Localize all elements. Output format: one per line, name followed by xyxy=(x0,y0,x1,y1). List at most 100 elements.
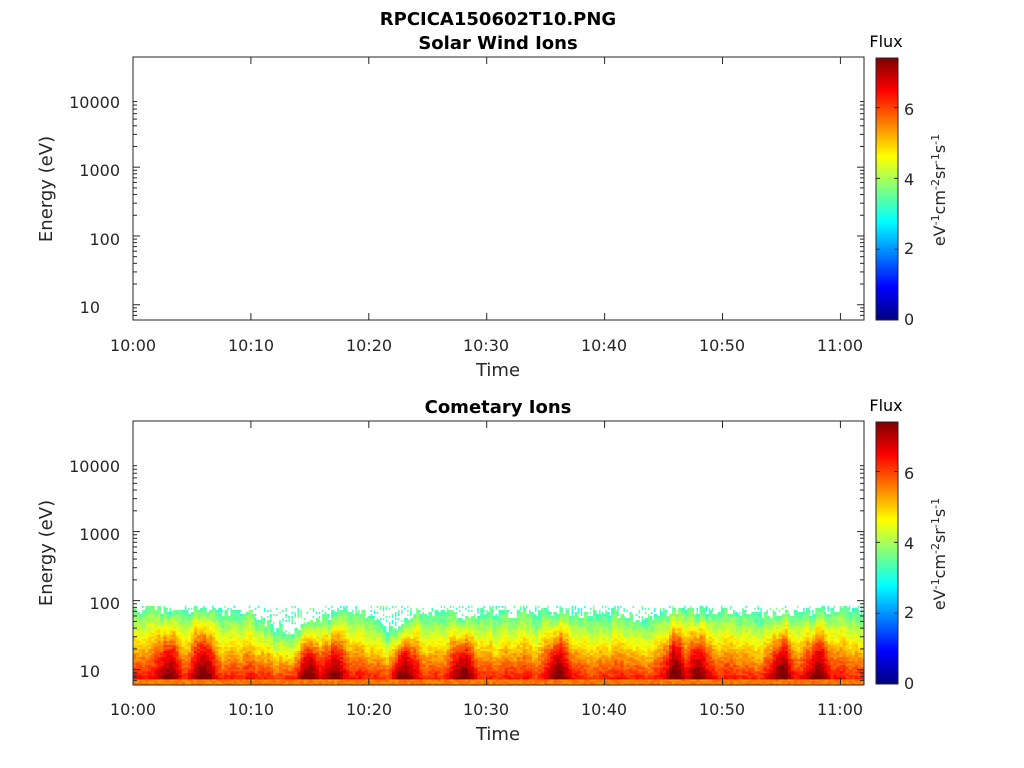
heatmap-cell xyxy=(522,630,527,633)
heatmap-cell xyxy=(544,666,548,670)
heatmap-cell xyxy=(245,622,250,625)
heatmap-cell xyxy=(407,674,411,678)
heatmap-cell xyxy=(230,615,235,619)
heatmap-cell xyxy=(133,628,137,631)
panel1-cbtick-2: 2 xyxy=(904,239,914,258)
heatmap-cell xyxy=(187,642,192,645)
heatmap-cell xyxy=(334,656,338,660)
heatmap-cell xyxy=(361,658,366,662)
heatmap-cell xyxy=(166,664,171,668)
heatmap-cell xyxy=(221,670,225,674)
heatmap-cell xyxy=(169,620,174,623)
heatmap-cell xyxy=(315,644,320,647)
heatmap-cell xyxy=(318,670,323,674)
heatmap-cell xyxy=(148,636,152,639)
heatmap-cell xyxy=(163,674,168,678)
heatmap-cell xyxy=(401,634,405,637)
heatmap-cell xyxy=(212,666,216,670)
heatmap-cell xyxy=(309,620,314,623)
heatmap-cell xyxy=(468,654,472,658)
heatmap-cell xyxy=(468,666,472,670)
heatmap-cell xyxy=(428,626,433,629)
heatmap-cell xyxy=(407,605,409,608)
heatmap-cell xyxy=(139,624,143,627)
heatmap-cell xyxy=(504,642,509,645)
heatmap-cell xyxy=(285,615,287,619)
heatmap-cell xyxy=(477,622,481,625)
heatmap-cell xyxy=(190,680,195,684)
heatmap-cell xyxy=(136,660,140,664)
heatmap-cell xyxy=(282,650,286,654)
heatmap-cell xyxy=(187,664,192,668)
heatmap-cell xyxy=(367,638,372,641)
heatmap-cell xyxy=(209,682,213,685)
heatmap-cell xyxy=(544,678,548,682)
heatmap-cell xyxy=(489,648,494,651)
heatmap-cell xyxy=(282,656,286,660)
heatmap-cell xyxy=(446,613,451,617)
heatmap-cell xyxy=(260,624,265,627)
heatmap-cell xyxy=(504,611,509,615)
heatmap-cell xyxy=(397,666,402,670)
heatmap-cell xyxy=(178,682,183,685)
heatmap-cell xyxy=(446,640,451,643)
heatmap-cell xyxy=(181,634,186,637)
heatmap-cell xyxy=(175,634,180,637)
heatmap-cell xyxy=(422,660,426,664)
heatmap-cell xyxy=(461,626,466,629)
heatmap-cell xyxy=(364,654,369,658)
heatmap-cell xyxy=(449,664,454,668)
heatmap-cell xyxy=(522,613,527,617)
heatmap-cell xyxy=(495,652,500,656)
heatmap-cell xyxy=(321,622,326,625)
heatmap-cell xyxy=(394,654,399,658)
heatmap-cell xyxy=(367,630,372,633)
heatmap-cell xyxy=(263,630,268,633)
heatmap-cell xyxy=(321,626,326,629)
heatmap-cell xyxy=(175,672,180,676)
heatmap-cell xyxy=(464,624,469,627)
heatmap-cell xyxy=(267,646,271,649)
heatmap-cell xyxy=(267,680,271,684)
heatmap-cell xyxy=(212,607,216,611)
heatmap-cell xyxy=(184,632,189,635)
heatmap-cell xyxy=(416,658,420,662)
heatmap-cell xyxy=(297,642,302,645)
heatmap-cell xyxy=(133,656,137,660)
heatmap-cell xyxy=(190,618,195,621)
heatmap-cell xyxy=(303,654,308,658)
heatmap-cell xyxy=(501,650,506,654)
heatmap-cell xyxy=(133,658,137,662)
heatmap-cell xyxy=(215,648,219,651)
heatmap-cell xyxy=(370,609,373,612)
heatmap-cell xyxy=(397,640,402,643)
heatmap-cell xyxy=(519,676,524,680)
heatmap-cell xyxy=(291,611,293,614)
heatmap-cell xyxy=(498,642,503,645)
heatmap-cell xyxy=(327,650,332,654)
heatmap-cell xyxy=(288,650,292,654)
heatmap-cell xyxy=(215,638,219,641)
heatmap-cell xyxy=(343,609,347,613)
heatmap-cell xyxy=(343,650,347,654)
heatmap-cell xyxy=(270,666,274,670)
heatmap-cell xyxy=(224,626,229,629)
heatmap-cell xyxy=(327,644,332,647)
heatmap-cell xyxy=(321,668,326,672)
heatmap-cell xyxy=(449,660,454,664)
heatmap-cell xyxy=(157,682,162,685)
heatmap-cell xyxy=(145,652,149,656)
heatmap-cell xyxy=(364,676,369,680)
heatmap-cell xyxy=(507,670,512,674)
heatmap-cell xyxy=(443,634,448,637)
heatmap-cell xyxy=(516,611,521,615)
heatmap-cell xyxy=(455,624,460,627)
heatmap-cell xyxy=(324,642,329,645)
heatmap-cell xyxy=(495,678,500,682)
heatmap-cell xyxy=(498,636,503,639)
heatmap-cell xyxy=(532,628,536,631)
heatmap-cell xyxy=(340,666,344,670)
heatmap-cell xyxy=(209,670,213,674)
heatmap-cell xyxy=(193,609,198,613)
heatmap-cell xyxy=(206,678,210,682)
